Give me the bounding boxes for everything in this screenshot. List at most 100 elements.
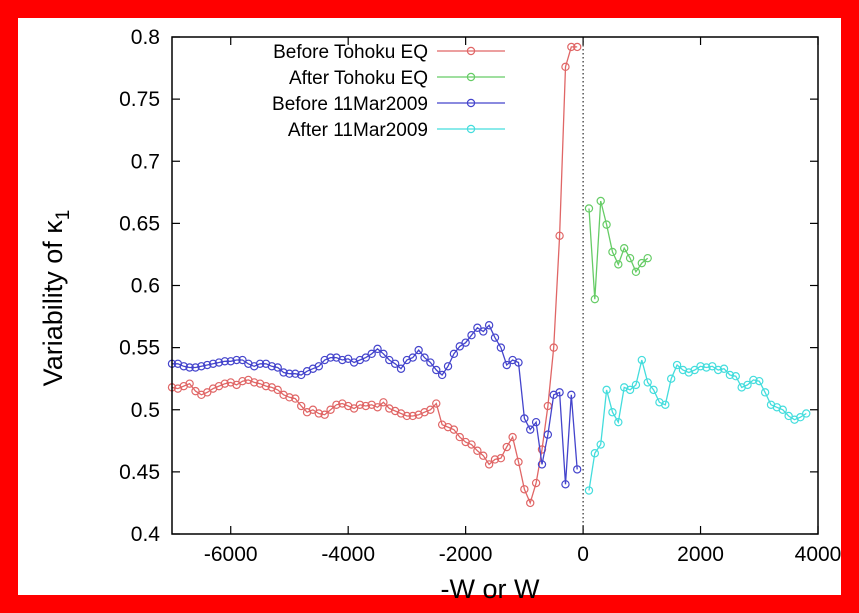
data-point (567, 42, 576, 52)
data-point (455, 342, 464, 351)
data-point (531, 478, 541, 488)
data-point (279, 368, 288, 377)
data-point (273, 363, 282, 372)
data-point (490, 455, 500, 464)
y-axis-label-subscript: 1 (53, 210, 74, 221)
data-point (373, 403, 382, 412)
x-tick-label: 2000 (677, 543, 724, 566)
legend-swatch-marker (466, 98, 476, 108)
data-point (338, 355, 347, 365)
data-point (473, 446, 482, 455)
data-point (520, 485, 529, 494)
data-point (666, 374, 676, 383)
data-point (437, 370, 447, 380)
data-point (755, 376, 764, 386)
data-point (408, 353, 417, 362)
data-point (502, 442, 511, 452)
legend-entry: Before 11Mar2009 (272, 94, 505, 115)
legend-entry: After Tohoku EQ (289, 68, 505, 89)
data-point (520, 414, 529, 423)
data-point (643, 378, 652, 387)
data-point (508, 432, 517, 442)
data-point (238, 376, 247, 386)
axes: -6000 -4000 -2000 0 2000 4000 0.4 0.45 0.5 0.55 0.… (119, 26, 841, 566)
data-point (449, 349, 459, 359)
data-point (408, 411, 417, 421)
data-point (514, 358, 523, 367)
series-0 (167, 42, 582, 508)
legend-label: Before 11Mar2009 (272, 94, 428, 115)
data-point (643, 253, 652, 263)
data-point (743, 380, 752, 390)
data-point (649, 385, 658, 395)
data-point (596, 440, 605, 449)
data-point (625, 385, 635, 395)
data-point (549, 343, 558, 352)
y-tick-label: 0.6 (131, 275, 160, 298)
data-point (502, 360, 511, 370)
data-point (608, 408, 617, 417)
data-point (191, 363, 200, 372)
data-point (396, 364, 406, 373)
data-point (343, 354, 353, 364)
data-point (561, 62, 570, 72)
legend-swatch-marker (466, 72, 476, 82)
data-point (191, 386, 200, 396)
data-point (631, 267, 641, 277)
data-point (590, 294, 600, 304)
data-point (314, 409, 324, 418)
data-point (238, 355, 247, 365)
data-point (203, 388, 212, 397)
data-point (702, 363, 711, 372)
data-point (561, 480, 570, 489)
data-point (432, 365, 441, 375)
data-point (285, 393, 294, 402)
y-axis-label: Variability of κ1 (38, 210, 74, 387)
x-tick-label: -4000 (321, 543, 375, 566)
legend: Before Tohoku EQ After Tohoku EQ Before 11… (272, 42, 505, 141)
data-point (725, 370, 735, 380)
data-point (719, 364, 729, 373)
series-1 (584, 196, 652, 304)
data-point (637, 355, 647, 365)
data-point (179, 362, 188, 371)
data-point (696, 362, 705, 371)
data-point (584, 204, 594, 213)
data-point (250, 378, 259, 387)
data-point (490, 333, 500, 342)
data-point (625, 253, 635, 263)
data-point (326, 405, 335, 414)
y-tick-label: 0.7 (131, 150, 160, 173)
y-tick-label: 0.8 (131, 26, 160, 49)
data-point (608, 247, 617, 257)
data-point (543, 430, 553, 439)
data-point (443, 362, 453, 371)
data-point (390, 359, 400, 368)
data-point (255, 359, 265, 368)
data-point (226, 357, 235, 366)
y-tick-label: 0.45 (119, 461, 160, 484)
x-tick-label: 4000 (795, 543, 842, 566)
data-point (467, 440, 476, 449)
data-point (531, 417, 541, 427)
data-point (713, 365, 723, 375)
data-point (672, 360, 682, 370)
data-point (273, 385, 282, 395)
data-point (573, 465, 582, 474)
data-point (197, 362, 206, 371)
data-point (614, 417, 623, 427)
data-point (631, 380, 641, 390)
legend-entry: Before Tohoku EQ (273, 42, 505, 63)
series-layer (167, 42, 811, 508)
data-point (367, 349, 376, 359)
data-point (749, 375, 758, 385)
data-point (708, 362, 717, 371)
x-tick-label: -6000 (204, 543, 258, 566)
data-point (602, 220, 611, 229)
data-point (285, 369, 294, 378)
data-point (514, 457, 523, 467)
data-point (731, 372, 740, 381)
data-point (426, 358, 435, 367)
x-tick-label: 0 (577, 543, 589, 566)
data-point (379, 349, 388, 359)
